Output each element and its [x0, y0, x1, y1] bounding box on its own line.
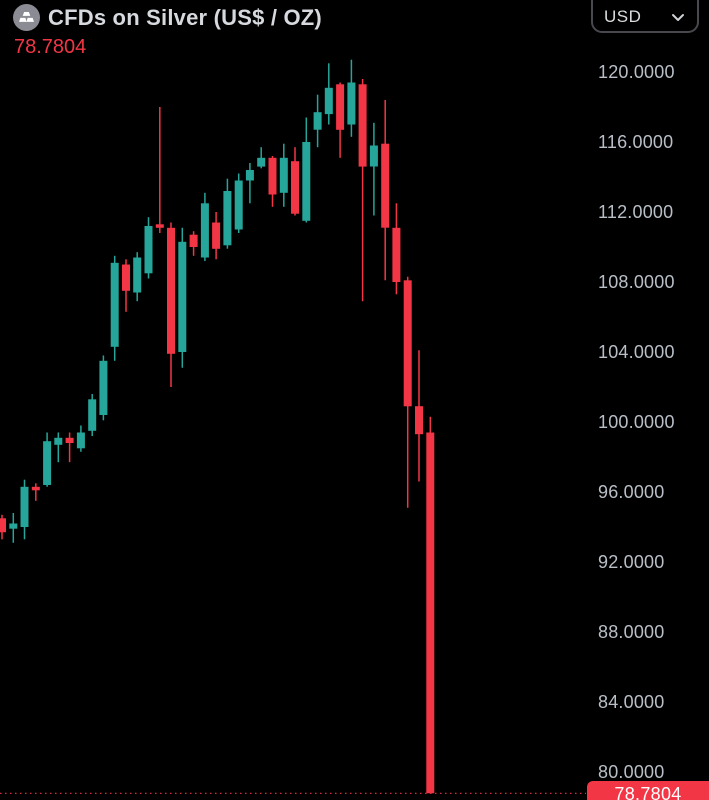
- candle-body: [403, 280, 412, 407]
- candle-body: [369, 145, 378, 167]
- candle-body: [43, 441, 52, 485]
- price-tick-label: 80.0000: [598, 762, 665, 782]
- candle-body: [200, 203, 209, 258]
- candle-body: [392, 227, 401, 282]
- candle-body: [313, 112, 322, 130]
- candle-body: [336, 84, 345, 130]
- candle-body: [234, 180, 243, 230]
- candle-body: [65, 437, 74, 443]
- candle-body: [122, 264, 130, 291]
- candle-body: [268, 157, 277, 195]
- candle-body: [144, 226, 153, 274]
- candle-body: [20, 486, 29, 527]
- candle-body: [415, 406, 423, 435]
- candle-body: [178, 241, 187, 352]
- price-tick-label: 120.0000: [598, 62, 675, 82]
- candle-body: [155, 224, 164, 228]
- candle-body: [257, 157, 266, 167]
- candle-body: [110, 262, 119, 347]
- price-tick-label: 96.0000: [598, 482, 665, 502]
- candle-body: [31, 486, 40, 491]
- symbol-title: CFDs on Silver (US$ / OZ): [48, 4, 322, 30]
- candle-body: [381, 143, 390, 228]
- currency-selector[interactable]: USD: [591, 0, 699, 33]
- last-price-badge: 78.7804: [587, 781, 709, 800]
- price-tick-label: 108.0000: [598, 272, 675, 292]
- candle-body: [426, 432, 435, 794]
- price-tick-label: 84.0000: [598, 692, 665, 712]
- candle-body: [133, 257, 142, 293]
- candle-body: [223, 191, 232, 246]
- price-tick-label: 104.0000: [598, 342, 675, 362]
- price-tick-label: 100.0000: [598, 412, 675, 432]
- candle-body: [347, 82, 356, 125]
- current-price-label: 78.7804: [14, 36, 87, 58]
- price-scale[interactable]: 120.0000 116.0000 112.0000 108.0000 104.0000…: [585, 0, 709, 800]
- candle-body: [324, 87, 333, 115]
- price-tick-label: 116.0000: [598, 132, 674, 152]
- candle-body: [0, 518, 6, 533]
- silver-bars-icon: [13, 4, 40, 31]
- candle-body: [358, 84, 367, 167]
- candle-body: [167, 227, 175, 354]
- price-tick-label: 88.0000: [598, 622, 665, 642]
- currency-value: USD: [604, 7, 642, 26]
- price-tick-label: 92.0000: [598, 552, 665, 572]
- candle-body: [245, 170, 254, 181]
- candle-body: [212, 222, 221, 249]
- candle-body: [9, 523, 18, 529]
- candle-body: [54, 437, 63, 445]
- candle-body: [279, 157, 288, 193]
- candle-body: [291, 161, 299, 214]
- candle-body: [76, 432, 85, 449]
- candle-body: [189, 234, 198, 247]
- candle-body: [88, 399, 97, 431]
- price-tick-label: 112.0000: [598, 202, 674, 222]
- candle-body: [302, 142, 311, 221]
- chevron-down-icon: [672, 13, 684, 21]
- candle-body: [99, 360, 108, 415]
